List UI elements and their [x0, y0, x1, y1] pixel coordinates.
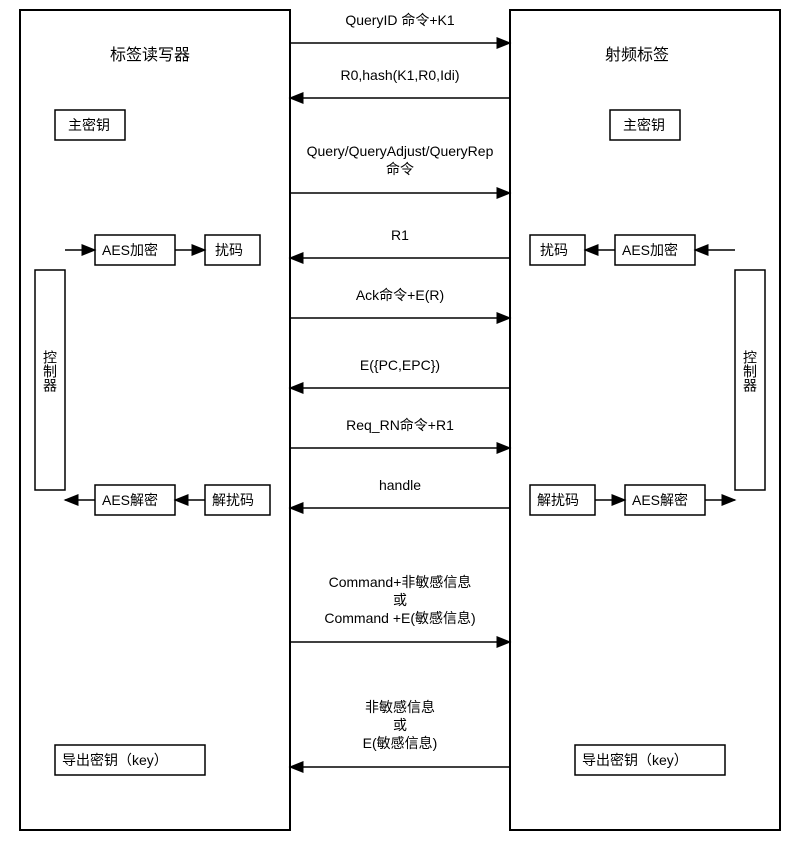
message-label-2-1: 命令: [386, 161, 414, 177]
left-scramble-label: 扰码: [215, 242, 243, 258]
message-label-0-0: QueryID 命令+K1: [345, 12, 455, 28]
right-controller-label: 控制器: [742, 350, 758, 392]
message-label-1-0: R0,hash(K1,R0,Idi): [340, 67, 459, 83]
right-master-key-label: 主密钥: [623, 117, 665, 133]
message-label-8-2: Command +E(敏感信息): [324, 610, 475, 626]
message-label-7-0: handle: [379, 477, 421, 493]
right-aes-encrypt-label: AES加密: [622, 242, 678, 258]
right-main-box: [510, 10, 780, 830]
left-title: 标签读写器: [110, 46, 190, 64]
message-label-9-2: E(敏感信息): [363, 735, 438, 751]
message-label-8-0: Command+非敏感信息: [329, 574, 472, 590]
message-label-3-0: R1: [391, 227, 409, 243]
right-descramble-label: 解扰码: [537, 492, 579, 508]
left-aes-encrypt-label: AES加密: [102, 242, 158, 258]
message-label-5-0: E({PC,EPC}): [360, 357, 440, 373]
message-label-6-0: Req_RN命令+R1: [346, 417, 454, 433]
right-scramble-label: 扰码: [540, 242, 568, 258]
message-label-9-1: 或: [393, 717, 407, 733]
message-label-4-0: Ack命令+E(R): [356, 287, 444, 303]
left-derived-key-label: 导出密钥（key）: [62, 752, 168, 768]
right-title: 射频标签: [605, 46, 669, 64]
messages-group: QueryID 命令+K1 R0,hash(K1,R0,Idi) Query/Que…: [290, 12, 510, 767]
right-aes-decrypt-label: AES解密: [632, 492, 688, 508]
left-main-box: [20, 10, 290, 830]
left-controller-label: 控制器: [42, 350, 58, 392]
left-descramble-label: 解扰码: [212, 492, 254, 508]
message-label-2-0: Query/QueryAdjust/QueryRep: [307, 143, 494, 159]
left-master-key-label: 主密钥: [68, 117, 110, 133]
message-label-8-1: 或: [393, 592, 407, 608]
left-aes-decrypt-label: AES解密: [102, 492, 158, 508]
right-derived-key-label: 导出密钥（key）: [582, 752, 688, 768]
message-label-9-0: 非敏感信息: [365, 699, 435, 715]
